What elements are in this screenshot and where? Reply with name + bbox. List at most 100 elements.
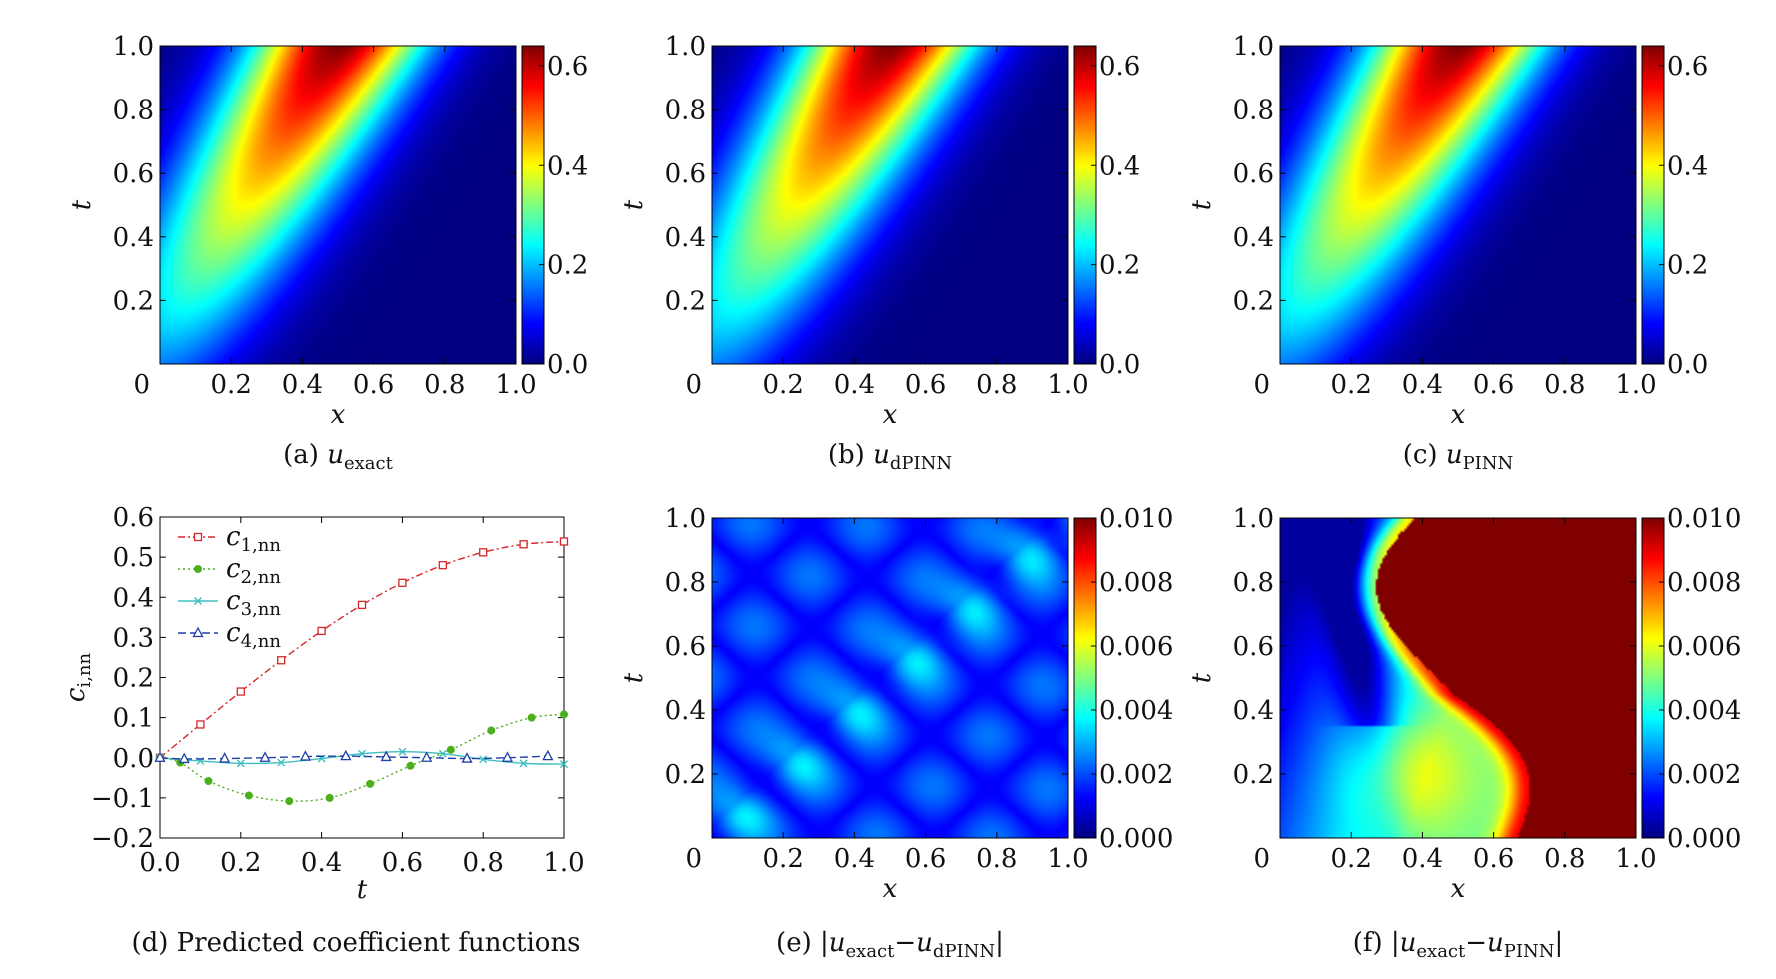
plot-frame: [1279, 45, 1637, 365]
series-marker: [559, 537, 569, 546]
plot-frame: [711, 45, 1069, 365]
x-tick-label: 1.0: [495, 370, 536, 400]
x-tick-label: 0.6: [1473, 370, 1514, 400]
colorbar-tick-label: 0.2: [1667, 251, 1708, 281]
legend-sub: 2,nn: [241, 567, 282, 588]
y-axis-label: t: [67, 199, 97, 210]
x-tick-label: 0.8: [463, 848, 504, 878]
series-marker: [527, 713, 536, 722]
caption-bar: |: [1391, 928, 1400, 958]
colorbar-tick-label: 0.000: [1099, 824, 1173, 854]
y-axis-label-symbol: c: [61, 687, 91, 702]
x-tick-label: 1.0: [1615, 844, 1656, 874]
colorbar-tick-label: 0.004: [1667, 696, 1741, 726]
legend-sub: 4,nn: [241, 631, 282, 652]
y-axis-label: t: [619, 199, 649, 210]
y-tick-label: 0.8: [665, 568, 706, 598]
series-marker: [398, 747, 407, 756]
colorbar: [1074, 46, 1096, 364]
y-tick-label: 0.2: [113, 286, 154, 316]
colorbar-tick-label: 0.004: [1099, 696, 1173, 726]
series-marker: [194, 597, 202, 605]
series-marker: [421, 751, 433, 762]
panel-a-exact-solution: 0 0.2 0.4 0.6 0.8 1.0 0.2 0.4 0.6 0.8 1.0 x t 0.0 0.2 0…: [67, 32, 588, 474]
x-tick-label: 0.8: [976, 370, 1017, 400]
series-marker: [366, 779, 375, 788]
panel-caption: (a) uexact: [283, 440, 393, 474]
x-tick-label: 0: [133, 370, 150, 400]
caption-sub: dPINN: [933, 941, 995, 962]
x-tick-label: 0.2: [763, 844, 804, 874]
y-tick-label: 0.6: [665, 632, 706, 662]
y-tick-label: 1.0: [1233, 504, 1274, 534]
legend-item: c3,nn: [178, 586, 281, 620]
colorbar-tick-label: 0.008: [1099, 568, 1173, 598]
x-tick-label: 1.0: [1615, 370, 1656, 400]
plot-frame: [159, 516, 565, 839]
y-tick-label: 0.2: [1233, 286, 1274, 316]
y-axis-label: t: [619, 672, 649, 683]
colorbar-tick-label: 0.008: [1667, 568, 1741, 598]
colorbar-frame: [1073, 45, 1097, 365]
legend-label: c2,nn: [226, 554, 281, 588]
panel-caption: (f) |uexact−uPINN|: [1353, 928, 1564, 962]
y-tick-label: 0.6: [1233, 632, 1274, 662]
panel-caption: (c) uPINN: [1403, 440, 1514, 474]
legend-sub: 3,nn: [241, 599, 282, 620]
x-axis-label: x: [883, 874, 898, 904]
x-tick-label: 0.6: [905, 370, 946, 400]
y-tick-label: 0.1: [113, 704, 154, 734]
x-tick-label: 0: [685, 844, 702, 874]
series-marker: [317, 626, 326, 636]
caption-symbol: u: [873, 440, 890, 470]
series-marker: [446, 745, 455, 754]
y-tick-label: 1.0: [1233, 32, 1274, 62]
legend-item: c4,nn: [178, 618, 281, 652]
colorbar-tick-label: 0.2: [1099, 251, 1140, 281]
x-tick-label: 1.0: [543, 848, 584, 878]
y-tick-label: −0.1: [91, 784, 154, 814]
heatmap-field: [712, 518, 1068, 838]
y-tick-label: 0.2: [1233, 760, 1274, 790]
colorbar-tick-label: 0.006: [1667, 632, 1741, 662]
y-tick-label: 1.0: [113, 32, 154, 62]
x-tick-label: 0.2: [211, 370, 252, 400]
x-tick-label: 0.8: [976, 844, 1017, 874]
colorbar-tick-label: 0.002: [1667, 760, 1741, 790]
series-marker: [236, 759, 245, 768]
colorbar-tick-label: 0.2: [547, 251, 588, 281]
plot-frame: [159, 45, 517, 365]
caption-prefix: (f): [1353, 928, 1391, 958]
series-marker: [438, 749, 447, 758]
legend-symbol: c: [226, 522, 241, 552]
colorbar-tick-label: 0.010: [1099, 504, 1173, 534]
y-tick-label: 0.6: [1233, 159, 1274, 189]
caption-symbol: u: [1487, 928, 1504, 958]
series-marker: [236, 687, 245, 696]
y-tick-label: 0.6: [665, 159, 706, 189]
x-tick-label: 0: [1253, 844, 1270, 874]
legend-item: c1,nn: [178, 522, 281, 556]
y-tick-label: 1.0: [665, 32, 706, 62]
legend-sub: 1,nn: [241, 535, 282, 556]
caption-bar: |: [995, 928, 1004, 958]
legend-label: c1,nn: [226, 522, 281, 556]
panel-b-dpinn-solution: 0 0.2 0.4 0.6 0.8 1.0 0.2 0.4 0.6 0.8 1.0 x t 0.0 0.2 0…: [619, 32, 1140, 474]
colorbar-tick-label: 0.0: [1099, 350, 1140, 380]
y-tick-label: 0.8: [1233, 96, 1274, 126]
heatmap-field: [160, 46, 516, 364]
caption-prefix: (e): [776, 928, 820, 958]
series-marker: [204, 777, 213, 786]
series-marker: [299, 750, 312, 761]
caption-symbol: u: [916, 928, 933, 958]
colorbar-tick-label: 0.002: [1099, 760, 1173, 790]
y-tick-label: 0.2: [665, 760, 706, 790]
colorbar-tick-label: 0.0: [547, 350, 588, 380]
y-tick-label: 0.8: [1233, 568, 1274, 598]
caption-prefix: (b): [828, 440, 873, 470]
series-marker: [560, 710, 568, 719]
x-tick-label: 0.4: [834, 844, 875, 874]
y-tick-label: 0.6: [113, 503, 154, 533]
